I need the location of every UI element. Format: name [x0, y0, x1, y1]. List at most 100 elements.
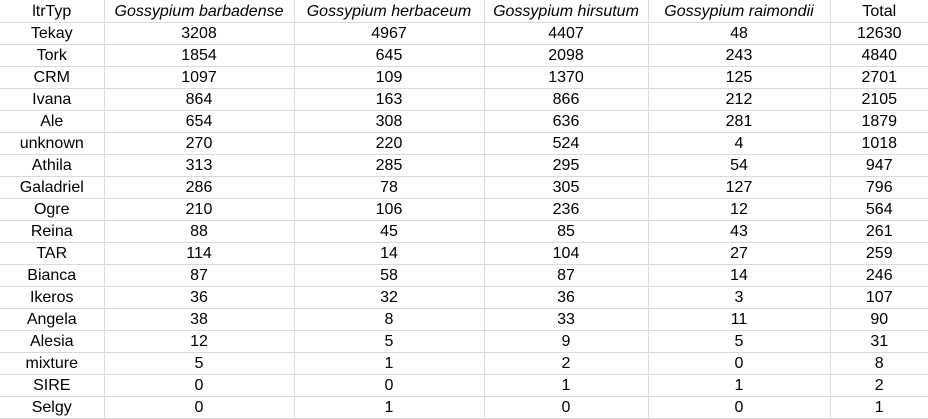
table-row: Ivana 864 163 866 212 2105	[0, 88, 928, 111]
column-header-gossypium-raimondii: Gossypium raimondii	[648, 0, 831, 23]
barbadense-cell: 0	[104, 374, 295, 397]
hirsutum-cell: 295	[484, 154, 649, 177]
raimondii-cell: 127	[648, 176, 831, 199]
column-header-total: Total	[830, 0, 928, 23]
table-row: Angela 38 8 33 11 90	[0, 308, 928, 331]
herbaceum-cell: 4967	[294, 22, 485, 45]
row-label-cell: Galadriel	[0, 176, 105, 199]
raimondii-cell: 12	[648, 198, 831, 221]
hirsutum-cell: 866	[484, 88, 649, 111]
hirsutum-cell: 636	[484, 110, 649, 133]
row-label-cell: Ale	[0, 110, 105, 133]
hirsutum-cell: 1370	[484, 66, 649, 89]
herbaceum-cell: 106	[294, 198, 485, 221]
total-cell: 2	[830, 374, 928, 397]
row-label-cell: mixture	[0, 352, 105, 375]
table-row: Tork 1854 645 2098 243 4840	[0, 44, 928, 67]
total-cell: 107	[830, 286, 928, 309]
barbadense-cell: 654	[104, 110, 295, 133]
raimondii-cell: 48	[648, 22, 831, 45]
raimondii-cell: 3	[648, 286, 831, 309]
raimondii-cell: 243	[648, 44, 831, 67]
total-cell: 261	[830, 220, 928, 243]
table-row: Ale 654 308 636 281 1879	[0, 110, 928, 133]
herbaceum-cell: 109	[294, 66, 485, 89]
raimondii-cell: 4	[648, 132, 831, 155]
barbadense-cell: 1854	[104, 44, 295, 67]
total-cell: 1	[830, 396, 928, 419]
barbadense-cell: 270	[104, 132, 295, 155]
total-cell: 4840	[830, 44, 928, 67]
raimondii-cell: 125	[648, 66, 831, 89]
table-row: unknown 270 220 524 4 1018	[0, 132, 928, 155]
hirsutum-cell: 85	[484, 220, 649, 243]
column-header-gossypium-barbadense: Gossypium barbadense	[104, 0, 295, 23]
barbadense-cell: 313	[104, 154, 295, 177]
barbadense-cell: 210	[104, 198, 295, 221]
table-row: mixture 5 1 2 0 8	[0, 352, 928, 375]
barbadense-cell: 286	[104, 176, 295, 199]
herbaceum-cell: 645	[294, 44, 485, 67]
row-label-cell: Tork	[0, 44, 105, 67]
row-label-cell: Tekay	[0, 22, 105, 45]
raimondii-cell: 43	[648, 220, 831, 243]
herbaceum-cell: 45	[294, 220, 485, 243]
table-row: SIRE 0 0 1 1 2	[0, 374, 928, 397]
herbaceum-cell: 163	[294, 88, 485, 111]
barbadense-cell: 38	[104, 308, 295, 331]
row-label-cell: Reina	[0, 220, 105, 243]
herbaceum-cell: 78	[294, 176, 485, 199]
raimondii-cell: 54	[648, 154, 831, 177]
barbadense-cell: 114	[104, 242, 295, 265]
total-cell: 12630	[830, 22, 928, 45]
row-label-cell: TAR	[0, 242, 105, 265]
table-row: Athila 313 285 295 54 947	[0, 154, 928, 177]
herbaceum-cell: 58	[294, 264, 485, 287]
barbadense-cell: 0	[104, 396, 295, 419]
hirsutum-cell: 305	[484, 176, 649, 199]
barbadense-cell: 3208	[104, 22, 295, 45]
total-cell: 1018	[830, 132, 928, 155]
barbadense-cell: 12	[104, 330, 295, 353]
total-cell: 90	[830, 308, 928, 331]
hirsutum-cell: 2098	[484, 44, 649, 67]
raimondii-cell: 0	[648, 396, 831, 419]
herbaceum-cell: 32	[294, 286, 485, 309]
row-label-cell: Selgy	[0, 396, 105, 419]
raimondii-cell: 11	[648, 308, 831, 331]
total-cell: 2701	[830, 66, 928, 89]
herbaceum-cell: 8	[294, 308, 485, 331]
total-cell: 2105	[830, 88, 928, 111]
row-label-cell: Bianca	[0, 264, 105, 287]
hirsutum-cell: 4407	[484, 22, 649, 45]
raimondii-cell: 1	[648, 374, 831, 397]
herbaceum-cell: 220	[294, 132, 485, 155]
column-header-gossypium-hirsutum: Gossypium hirsutum	[484, 0, 649, 23]
table-row: Selgy 0 1 0 0 1	[0, 396, 928, 419]
barbadense-cell: 88	[104, 220, 295, 243]
raimondii-cell: 281	[648, 110, 831, 133]
barbadense-cell: 5	[104, 352, 295, 375]
hirsutum-cell: 104	[484, 242, 649, 265]
barbadense-cell: 87	[104, 264, 295, 287]
hirsutum-cell: 33	[484, 308, 649, 331]
hirsutum-cell: 9	[484, 330, 649, 353]
total-cell: 1879	[830, 110, 928, 133]
herbaceum-cell: 1	[294, 396, 485, 419]
table-row: TAR 114 14 104 27 259	[0, 242, 928, 265]
raimondii-cell: 14	[648, 264, 831, 287]
row-label-cell: Ogre	[0, 198, 105, 221]
column-header-ltrtyp: ltrTyp	[0, 0, 105, 23]
total-cell: 8	[830, 352, 928, 375]
total-cell: 796	[830, 176, 928, 199]
column-header-gossypium-herbaceum: Gossypium herbaceum	[294, 0, 485, 23]
table-row: Galadriel 286 78 305 127 796	[0, 176, 928, 199]
raimondii-cell: 5	[648, 330, 831, 353]
barbadense-cell: 864	[104, 88, 295, 111]
hirsutum-cell: 1	[484, 374, 649, 397]
total-cell: 31	[830, 330, 928, 353]
herbaceum-cell: 5	[294, 330, 485, 353]
hirsutum-cell: 524	[484, 132, 649, 155]
barbadense-cell: 36	[104, 286, 295, 309]
